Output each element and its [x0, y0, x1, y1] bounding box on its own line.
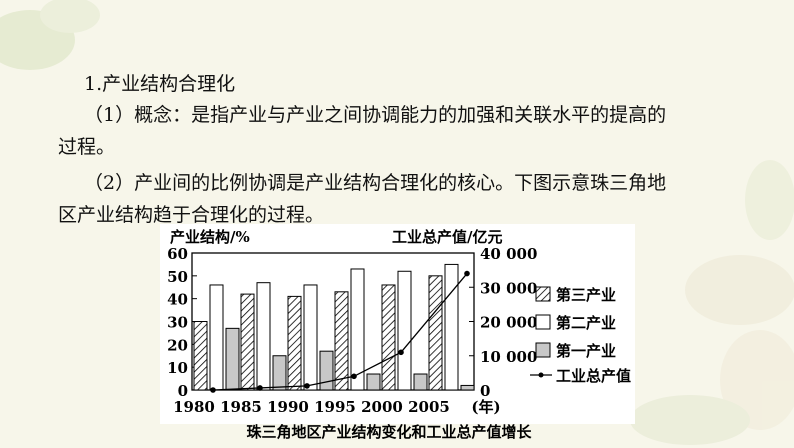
bar-gray: [319, 350, 334, 391]
bar-white: [256, 282, 271, 391]
legend-label: 第三产业: [556, 286, 616, 304]
x-tick-label: 2005: [408, 398, 450, 416]
left-tick-label: 30: [167, 314, 188, 332]
legend-label: 第一产业: [556, 342, 616, 360]
line-series-point: [257, 385, 263, 391]
line-series-point: [464, 270, 470, 277]
right-tick-label: 20 000: [480, 314, 537, 332]
line-series-path: [212, 273, 468, 391]
legend-label: 第二产业: [556, 314, 616, 332]
bar-hatched: [193, 321, 208, 391]
right-axis-label: 工业总产值/亿元: [392, 228, 502, 246]
x-tick-label: 2000: [361, 398, 403, 416]
bar-white: [397, 270, 412, 391]
bar-white: [444, 263, 459, 391]
line-series-point: [210, 387, 216, 393]
bar-hatched: [287, 295, 302, 391]
x-axis-unit: (年): [471, 398, 500, 416]
line-series-point: [398, 349, 404, 356]
paragraph-2-line-2: 区产业结构趋于合理化的过程。: [58, 204, 325, 226]
right-tick-label: 0: [480, 382, 490, 400]
left-tick-label: 40: [167, 291, 188, 309]
x-tick-label: 1995: [314, 398, 356, 416]
x-tick-label: 1985: [220, 398, 262, 416]
line-series-point: [304, 383, 310, 389]
legend-swatch-gray: [535, 342, 551, 358]
section-heading: 1.产业结构合理化: [84, 73, 236, 95]
bar-gray: [366, 373, 381, 391]
legend-swatch-hatched: [535, 286, 551, 302]
bar-gray: [272, 355, 287, 391]
left-tick-label: 10: [167, 359, 188, 377]
paragraph-2-line-1: （2）产业间的比例协调是产业结构合理化的核心。下图示意珠三角地: [84, 172, 667, 194]
left-tick-label: 60: [167, 245, 188, 263]
bar-hatched: [428, 275, 443, 391]
x-tick-label: 1980: [173, 398, 215, 416]
bar-gray: [460, 384, 475, 391]
left-tick-label: 50: [167, 268, 188, 286]
bar-hatched: [240, 293, 255, 391]
chart-title: 珠三角地区产业结构变化和工业总产值增长: [246, 423, 532, 441]
legend-label: 工业总产值: [556, 367, 631, 385]
bar-gray: [413, 373, 428, 391]
right-tick-label: 40 000: [480, 245, 537, 263]
right-tick-label: 30 000: [480, 279, 537, 297]
left-tick-label: 0: [178, 382, 188, 400]
paragraph-1-line-2: 过程。: [58, 136, 116, 158]
bar-hatched: [381, 284, 396, 391]
legend-line-dot: [538, 372, 544, 378]
left-axis-label: 产业结构/%: [170, 228, 250, 246]
left-tick-label: 20: [167, 336, 188, 354]
bar-gray: [225, 327, 240, 391]
bar-white: [350, 268, 365, 391]
legend-swatch-white: [535, 314, 551, 330]
paragraph-1-line-1: （1）概念：是指产业与产业之间协调能力的加强和关联水平的提高的: [84, 104, 667, 126]
right-tick-label: 10 000: [480, 348, 537, 366]
bar-hatched: [334, 291, 349, 391]
line-series-point: [351, 373, 357, 380]
bar-white: [303, 284, 318, 391]
bar-white: [209, 284, 224, 391]
x-tick-label: 1990: [267, 398, 309, 416]
